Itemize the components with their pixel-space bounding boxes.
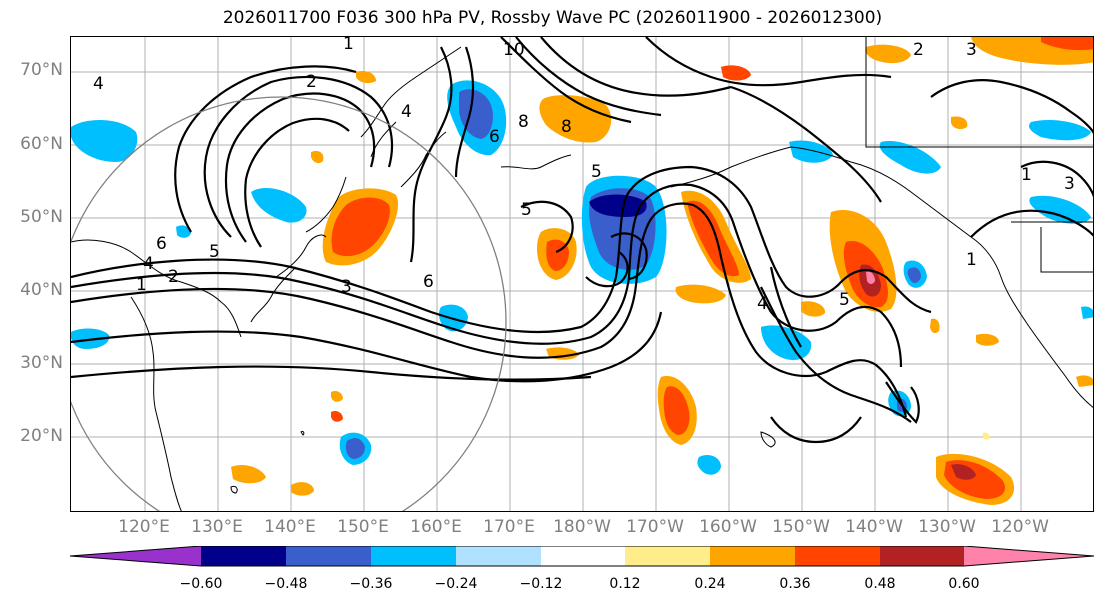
colorbar-segment (710, 546, 795, 566)
lon-label-120e: 120°E (118, 517, 170, 537)
pv-anomaly-fills (71, 37, 1093, 505)
colorbar-segment (795, 546, 880, 566)
map-canvas: 1 4 2 10 8 4 6 8 5 5 6 5 4 2 1 6 3 4 5 2… (71, 37, 1093, 511)
contour-label: 2 (168, 267, 179, 287)
contour-label: 5 (521, 200, 532, 220)
contour-label: 2 (913, 40, 924, 60)
contour-label: 3 (966, 40, 977, 60)
contour-label: 2 (306, 72, 317, 92)
lon-label-170e: 170°E (483, 517, 535, 537)
colorbar-segment (625, 546, 710, 566)
colorbar-tick-label: −0.60 (179, 576, 223, 592)
contour-label: 1 (343, 37, 354, 54)
lon-label-150w: 150°W (772, 517, 830, 537)
contour-label: 4 (93, 74, 104, 94)
colorbar-segment (286, 546, 371, 566)
colorbar-tick-label: 0.48 (864, 576, 896, 592)
contour-label: 10 (503, 40, 525, 60)
colorbar-tick-label: 0.12 (609, 576, 641, 592)
lon-label-140e: 140°E (264, 517, 316, 537)
lat-label-70: 70°N (20, 60, 63, 80)
lat-label-30: 30°N (20, 353, 63, 373)
contour-label: 5 (591, 162, 602, 182)
colorbar-segment (201, 546, 286, 566)
lon-label-130w: 130°W (918, 517, 976, 537)
contour-label: 4 (401, 102, 412, 122)
lat-label-20: 20°N (20, 426, 63, 446)
colorbar-tick-label: 0.36 (779, 576, 811, 592)
lat-label-60: 60°N (20, 134, 63, 154)
colorbar-segment (964, 546, 1094, 566)
lon-label-130e: 130°E (191, 517, 243, 537)
coastlines (71, 37, 1093, 511)
colorbar-tick-label: −0.36 (349, 576, 393, 592)
contour-label: 6 (489, 127, 500, 147)
lon-label-170w: 170°W (626, 517, 684, 537)
contour-label-group: 1 4 2 10 8 4 6 8 5 5 6 5 4 2 1 6 3 4 5 2… (93, 37, 1075, 314)
contour-label: 5 (839, 290, 850, 310)
map-title: 2026011700 F036 300 hPa PV, Rossby Wave … (222, 8, 883, 28)
contour-label: 3 (341, 277, 352, 297)
colorbar (70, 546, 1095, 567)
contour-label: 8 (518, 112, 529, 132)
colorbar-segment (541, 546, 625, 566)
colorbar-tick-label: −0.24 (434, 576, 478, 592)
lon-label-150e: 150°E (337, 517, 389, 537)
contour-label: 4 (143, 254, 154, 274)
colorbar-outline (70, 546, 1095, 567)
contour-label: 1 (1021, 165, 1032, 185)
colorbar-tick-label: −0.48 (264, 576, 308, 592)
colorbar-segment (70, 546, 201, 566)
colorbar-segment (371, 546, 456, 566)
lat-label-40: 40°N (20, 280, 63, 300)
colorbar-segment (456, 546, 541, 566)
lon-label-140w: 140°W (845, 517, 903, 537)
colorbar-segment (880, 546, 964, 566)
lon-label-160e: 160°E (410, 517, 462, 537)
contour-label: 8 (561, 117, 572, 137)
colorbar-tick-label: −0.12 (519, 576, 563, 592)
contour-label: 1 (136, 275, 147, 295)
reference-circle (71, 96, 507, 511)
map-panel: 1 4 2 10 8 4 6 8 5 5 6 5 4 2 1 6 3 4 5 2… (70, 36, 1094, 512)
contour-label: 3 (1064, 174, 1075, 194)
contour-label: 6 (423, 272, 434, 292)
contour-label: 1 (966, 250, 977, 270)
lon-label-180w: 180°W (553, 517, 611, 537)
contour-label: 5 (209, 242, 220, 262)
contour-label: 4 (757, 294, 768, 314)
colorbar-tick-label: 0.24 (694, 576, 726, 592)
lon-label-160w: 160°W (699, 517, 757, 537)
lat-label-50: 50°N (20, 207, 63, 227)
lon-label-120w: 120°W (991, 517, 1049, 537)
contour-label: 6 (156, 234, 167, 254)
colorbar-tick-label: 0.60 (948, 576, 980, 592)
